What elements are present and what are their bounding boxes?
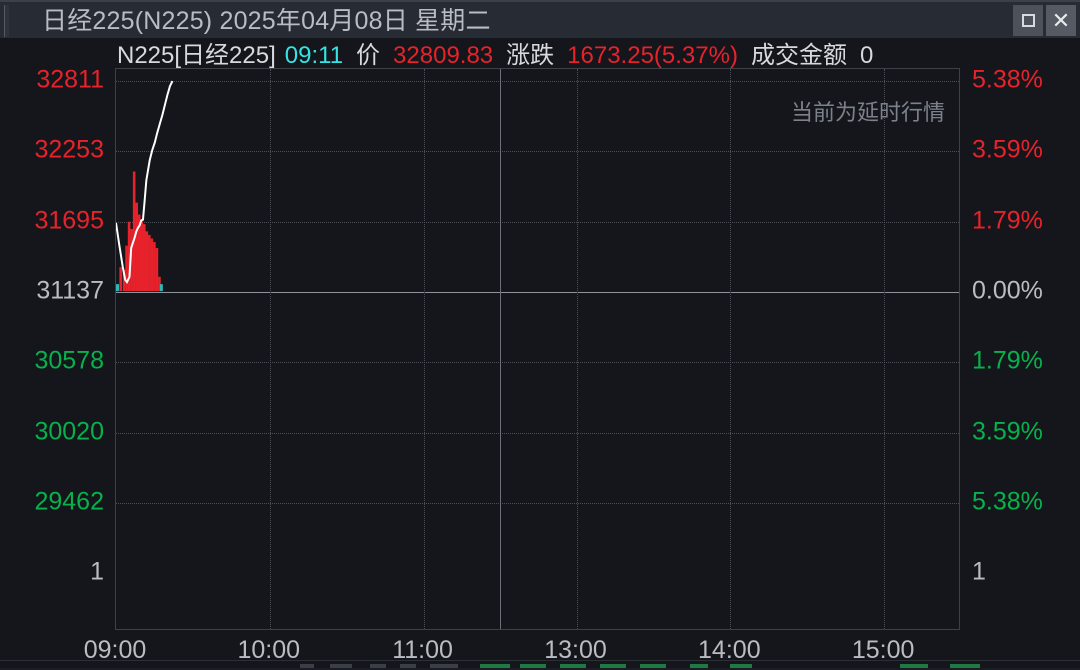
- volume-bar: [155, 248, 159, 292]
- percent-tick-label: 0.00%: [972, 276, 1043, 305]
- background-strip-cell: [640, 664, 666, 668]
- symbol-label: N225[日经225]: [117, 42, 276, 69]
- price-tick-label: 31137: [36, 276, 104, 305]
- background-strip-cell: [300, 664, 314, 668]
- plot-area[interactable]: 当前为延时行情: [115, 68, 960, 630]
- quote-time: 09:11: [284, 42, 344, 69]
- time-tick-label: 09:00: [83, 636, 147, 664]
- vertical-gridline: [576, 69, 578, 629]
- background-strip-cell: [560, 664, 586, 668]
- title-bar: 日经225(N225) 2025年04月08日 星期二 ✕: [0, 0, 1080, 38]
- volume-bar: [135, 202, 138, 292]
- time-tick-label: 13:00: [544, 636, 607, 664]
- background-strip-cell: [430, 664, 458, 668]
- window-title: 日经225(N225) 2025年04月08日 星期二: [42, 7, 491, 35]
- volume-bar: [125, 245, 128, 292]
- background-strip-cell: [950, 664, 980, 668]
- close-button[interactable]: ✕: [1046, 5, 1076, 36]
- horizontal-gridline: [116, 432, 959, 434]
- delayed-quote-notice: 当前为延时行情: [790, 100, 945, 125]
- intraday-chart: 32811 32253 31695 31137 30578 30020 29462 1 5.3…: [0, 60, 1080, 665]
- time-tick-label: 11:00: [392, 636, 453, 664]
- price-axis-left: 32811 32253 31695 31137 30578 30020 29462 1: [0, 60, 110, 660]
- volume-bar: [119, 267, 122, 292]
- maximize-button[interactable]: [1013, 5, 1043, 36]
- background-strip-cell: [690, 664, 708, 668]
- time-tick-label: 10:00: [237, 636, 301, 664]
- percent-tick-label: 1.79%: [972, 346, 1043, 375]
- change-value: 1673.25(5.37%): [567, 42, 738, 69]
- end-marker: [159, 284, 163, 292]
- percent-tick-label: 3.59%: [972, 135, 1043, 164]
- horizontal-gridline: [116, 502, 959, 504]
- volume-bar: [140, 219, 144, 292]
- horizontal-gridline: [116, 81, 959, 82]
- volume-bar: [148, 234, 151, 292]
- background-strip-cell: [400, 664, 416, 668]
- time-tick-label: 15:00: [851, 636, 915, 664]
- background-strip-cell: [600, 664, 626, 668]
- percent-tick-label: 5.38%: [972, 487, 1043, 516]
- price-label: 价: [356, 42, 381, 69]
- time-tick-label: 14:00: [698, 636, 761, 664]
- background-window-strip: [0, 660, 1080, 668]
- horizontal-gridline: [116, 362, 959, 364]
- background-strip-cell: [370, 664, 386, 668]
- percent-tick-label: 1: [972, 557, 986, 586]
- change-label: 涨跌: [506, 42, 555, 69]
- volume-bar: [130, 228, 133, 292]
- time-axis: 09:00 10:00 11:00 13:00 14:00 15:00: [0, 630, 1080, 670]
- volume-bar: [132, 171, 136, 292]
- price-tick-label: 31695: [34, 206, 104, 235]
- price-tick-label: 30020: [34, 417, 104, 445]
- title-accent-stripe: [4, 5, 9, 37]
- volume-bars: [116, 171, 163, 292]
- horizontal-gridline: [116, 221, 959, 223]
- zero-baseline: [116, 291, 959, 293]
- maximize-icon: [1021, 14, 1035, 27]
- price-tick-label: 32253: [34, 135, 104, 164]
- price-value: 32809.83: [393, 42, 494, 69]
- price-polyline: [116, 80, 174, 285]
- volume-bar: [137, 214, 141, 292]
- vertical-gridline: [884, 69, 886, 629]
- percent-tick-label: 1.79%: [972, 206, 1043, 235]
- open-marker: [116, 284, 119, 292]
- quote-info-bar: N225[日经225] 09:11 价 32809.83 涨跌 1673.25(5.37%…: [0, 40, 1080, 72]
- close-icon: ✕: [1051, 7, 1071, 33]
- vertical-gridline: [730, 69, 732, 629]
- price-tick-label: 29462: [34, 487, 104, 516]
- volume-bar: [142, 224, 146, 292]
- background-strip-cell: [520, 664, 546, 668]
- price-line: [116, 80, 174, 285]
- vertical-gridline: [269, 69, 271, 629]
- price-tick-label: 32811: [36, 65, 104, 94]
- volume-bar: [122, 269, 126, 292]
- volume-bar: [158, 276, 161, 292]
- turnover-label: 成交金额: [750, 42, 847, 69]
- volume-bar: [153, 242, 156, 292]
- horizontal-gridline: [116, 151, 959, 153]
- percent-tick-label: 5.38%: [972, 65, 1043, 94]
- volume-bar: [127, 221, 131, 292]
- background-strip-cell: [480, 664, 510, 668]
- session-break-divider: [500, 69, 502, 629]
- vertical-gridline: [423, 69, 425, 629]
- background-strip-cell: [730, 664, 752, 668]
- background-strip-cell: [900, 664, 928, 668]
- percent-tick-label: 3.59%: [972, 417, 1043, 445]
- price-tick-label: 1: [90, 557, 104, 586]
- turnover-value: 0: [859, 42, 874, 69]
- price-tick-label: 30578: [34, 346, 104, 375]
- percent-axis-right: 5.38% 3.59% 1.79% 0.00% 1.79% 3.59% 5.38% 1: [968, 60, 1080, 660]
- volume-bar: [150, 238, 154, 292]
- background-strip-cell: [330, 664, 352, 668]
- volume-bar: [145, 231, 149, 292]
